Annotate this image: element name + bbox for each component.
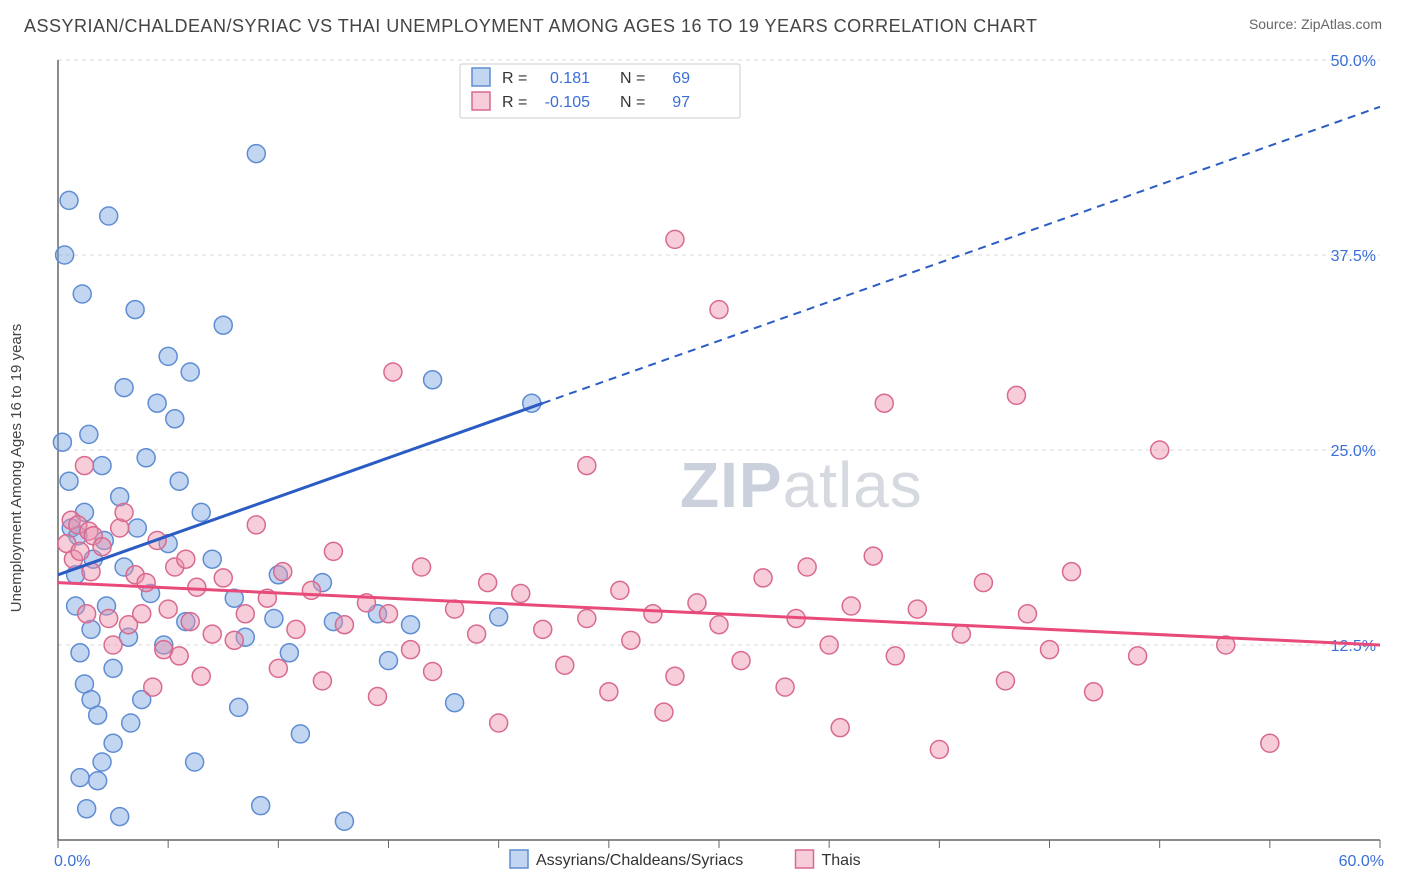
svg-text:Thais: Thais — [822, 852, 861, 869]
svg-text:69: 69 — [672, 70, 690, 87]
svg-text:50.0%: 50.0% — [1331, 53, 1376, 70]
svg-text:N =: N = — [620, 94, 645, 111]
svg-text:25.0%: 25.0% — [1331, 443, 1376, 460]
svg-text:R =: R = — [502, 94, 527, 111]
svg-text:0.181: 0.181 — [550, 70, 590, 87]
svg-text:37.5%: 37.5% — [1331, 248, 1376, 265]
chart-container: Unemployment Among Ages 16 to 19 years Z… — [0, 48, 1406, 892]
source-label: Source: ZipAtlas.com — [1249, 16, 1382, 32]
svg-text:R =: R = — [502, 70, 527, 87]
svg-text:12.5%: 12.5% — [1331, 638, 1376, 655]
svg-text:97: 97 — [672, 94, 690, 111]
svg-text:-0.105: -0.105 — [545, 94, 590, 111]
svg-text:N =: N = — [620, 70, 645, 87]
chart-title: ASSYRIAN/CHALDEAN/SYRIAC VS THAI UNEMPLO… — [24, 16, 1037, 37]
svg-text:0.0%: 0.0% — [54, 853, 90, 870]
y-axis-label: Unemployment Among Ages 16 to 19 years — [8, 324, 25, 613]
svg-text:60.0%: 60.0% — [1339, 853, 1384, 870]
svg-text:Assyrians/Chaldeans/Syriacs: Assyrians/Chaldeans/Syriacs — [536, 852, 743, 869]
scatter-chart: 12.5% 25.0% 37.5% 50.0% 0.0% 60.0% R = 0.181 N =… — [0, 48, 1406, 892]
